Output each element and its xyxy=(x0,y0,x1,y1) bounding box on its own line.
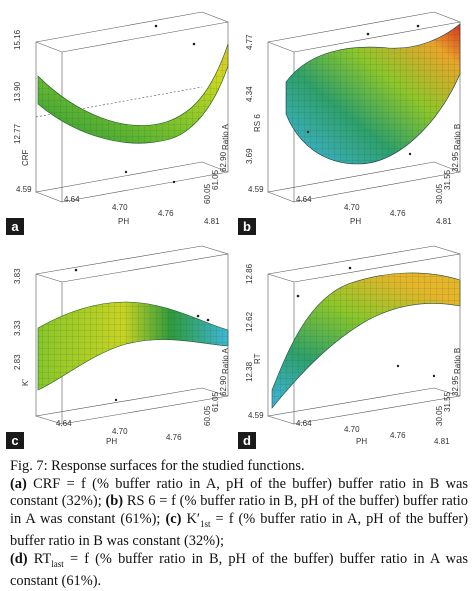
caption-text-b: RS 6 = f (% buffer ratio in B, pH of the… xyxy=(10,493,468,527)
depth-tick-b-1: 31.55 xyxy=(443,169,452,190)
caption-sub-c: 1st xyxy=(200,518,211,529)
x-tick-a-4: 4.81 xyxy=(204,217,220,226)
depth-tick-c-0: 60.05 xyxy=(203,405,212,426)
surface-plot-c: 3.83 3.33 2.83 K' 4.64 4.70 4.76 PH 60.0… xyxy=(13,245,230,446)
y-tick-a-2: 12.77 xyxy=(13,123,22,144)
caption-text2-d: = f (% buffer ratio in B, pH of the buff… xyxy=(10,550,468,590)
x-tick-a-2: 4.70 xyxy=(112,203,128,212)
depth-tick-b-0: 30.05 xyxy=(435,183,444,204)
x-axis-label-c: PH xyxy=(106,437,117,446)
x-axis-label-a: PH xyxy=(118,217,129,226)
depth-axis-label-c: Ratio A xyxy=(221,348,230,374)
y-axis-label-d: RT xyxy=(253,353,262,364)
depth-tick-a-0: 60.05 xyxy=(203,183,212,204)
x-tick-b-0: 4.59 xyxy=(248,185,264,194)
y-tick-c-1: 3.33 xyxy=(13,320,22,336)
y-tick-a-0: 15.16 xyxy=(13,29,22,50)
caption-part-d: (d) RTlast = f (% buffer ratio in B, pH … xyxy=(10,551,468,591)
x-tick-b-1: 4.64 xyxy=(296,195,312,204)
y-axis-label-b: RS 6 xyxy=(253,114,262,132)
depth-axis-label-b: Ratio B xyxy=(453,124,462,150)
y-axis-label-a: CRF xyxy=(21,149,30,166)
y-tick-c-2: 2.83 xyxy=(13,354,22,370)
surface-plot-d: 12.86 12.62 12.38 RT 4.59 4.64 4.70 4.76… xyxy=(245,245,462,446)
x-tick-c-1: 4.70 xyxy=(112,427,128,436)
data-points-d xyxy=(296,266,436,378)
x-tick-c-2: 4.76 xyxy=(166,433,182,442)
depth-tick-d-2: 32.95 xyxy=(451,375,460,396)
box-frame-d xyxy=(267,245,461,425)
y-tick-b-0: 4.77 xyxy=(245,34,254,50)
panel-a: 15.16 13.90 12.77 CRF 4.59 4.64 4.70 4.7… xyxy=(6,4,234,236)
figure-caption: Fig. 7: Response surfaces for the studie… xyxy=(10,458,468,591)
surface-plot-a: 15.16 13.90 12.77 CRF 4.59 4.64 4.70 4.7… xyxy=(13,11,230,226)
x-tick-b-4: 4.81 xyxy=(436,217,452,226)
box-frame-b xyxy=(267,11,461,203)
x-tick-b-3: 4.76 xyxy=(390,209,406,218)
caption-tag-b: (b) xyxy=(105,493,124,510)
caption-text2-c: = f (% buffer ratio in A, pH of the buff… xyxy=(10,510,468,550)
x-tick-a-1: 4.64 xyxy=(64,195,80,204)
x-axis-label-b: PH xyxy=(350,217,361,226)
caption-tag-c: (c) xyxy=(165,510,182,527)
caption-tag-d: (d) xyxy=(10,550,28,567)
x-tick-d-4: 4.81 xyxy=(434,437,450,446)
caption-sub-d: last xyxy=(51,558,64,569)
caption-text-d: RT xyxy=(33,550,52,567)
x-axis-label-d: PH xyxy=(356,437,367,446)
y-tick-b-1: 4.34 xyxy=(245,86,254,102)
panel-b: 4.77 4.34 3.69 RS 6 4.59 4.64 4.70 4.76 … xyxy=(238,4,466,236)
depth-tick-d-1: 31.55 xyxy=(443,391,452,412)
caption-title: Fig. 7: Response surfaces for the studie… xyxy=(10,458,305,474)
panel-c: 3.83 3.33 2.83 K' 4.64 4.70 4.76 PH 60.0… xyxy=(6,240,234,450)
depth-tick-a-1: 61.05 xyxy=(211,169,220,190)
panel-label-c: c xyxy=(6,432,24,449)
y-tick-d-2: 12.38 xyxy=(245,361,254,382)
depth-tick-c-2: 62.90 xyxy=(219,375,228,396)
data-points-b xyxy=(306,24,420,156)
y-tick-d-0: 12.86 xyxy=(245,263,254,284)
y-tick-d-1: 12.62 xyxy=(245,311,254,332)
caption-tag-a: (a) xyxy=(10,475,27,492)
x-tick-b-2: 4.70 xyxy=(344,203,360,212)
x-tick-d-2: 4.70 xyxy=(344,425,360,434)
caption-text-c: K′ xyxy=(186,510,200,527)
y-tick-b-2: 3.69 xyxy=(245,148,254,164)
x-tick-a-0: 4.59 xyxy=(16,185,32,194)
y-axis-label-c: K' xyxy=(21,379,30,386)
x-tick-d-1: 4.64 xyxy=(296,419,312,428)
data-points-a xyxy=(124,24,196,184)
panel-label-d: d xyxy=(238,432,256,449)
x-tick-c-0: 4.64 xyxy=(56,419,72,428)
x-tick-d-3: 4.76 xyxy=(390,431,406,440)
caption-part-a: (a) CRF = f (% buffer ratio in A, pH of … xyxy=(10,476,468,551)
depth-axis-label-d: Ratio B xyxy=(453,348,462,374)
y-tick-c-0: 3.83 xyxy=(13,268,22,284)
depth-axis-label-a: Ratio A xyxy=(221,124,230,150)
x-tick-d-0: 4.59 xyxy=(248,411,264,420)
depth-tick-c-1: 61.05 xyxy=(211,391,220,412)
x-tick-a-3: 4.76 xyxy=(158,209,174,218)
surface-plot-b: 4.77 4.34 3.69 RS 6 4.59 4.64 4.70 4.76 … xyxy=(245,11,462,226)
depth-tick-a-2: 62.90 xyxy=(219,151,228,172)
data-points-c xyxy=(74,268,210,402)
depth-tick-d-0: 30.05 xyxy=(435,405,444,426)
depth-tick-b-2: 32.95 xyxy=(451,151,460,172)
panel-label-b: b xyxy=(238,218,256,235)
caption-text-a: CRF = f (% buffer ratio in A, pH of the … xyxy=(10,475,468,510)
y-tick-a-1: 13.90 xyxy=(13,81,22,102)
panel-d: 12.86 12.62 12.38 RT 4.59 4.64 4.70 4.76… xyxy=(238,240,466,450)
panel-label-a: a xyxy=(6,218,24,235)
